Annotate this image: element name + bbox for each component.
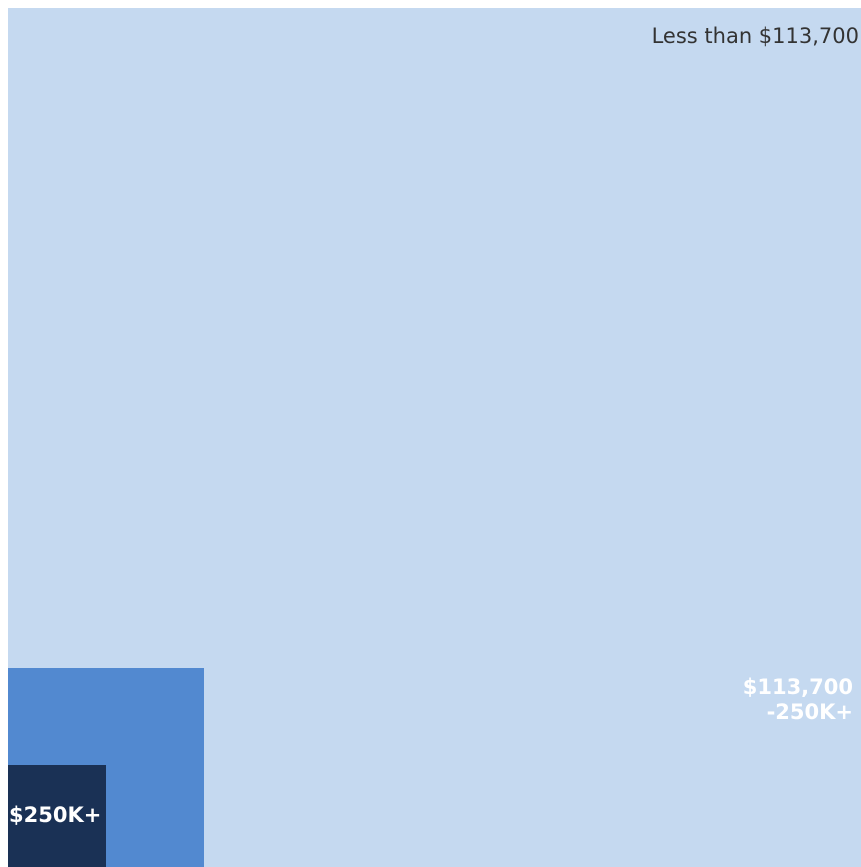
label-113700-line1: $113,700 bbox=[742, 675, 853, 699]
label-113700-line2: -250K+ bbox=[766, 700, 853, 724]
area-250k-plus bbox=[8, 765, 106, 867]
label-113700-to-250k: $113,700 -250K+ bbox=[673, 675, 853, 725]
label-250k-plus: $250K+ bbox=[9, 803, 102, 827]
label-less-than-113700: Less than $113,700 bbox=[651, 24, 859, 48]
